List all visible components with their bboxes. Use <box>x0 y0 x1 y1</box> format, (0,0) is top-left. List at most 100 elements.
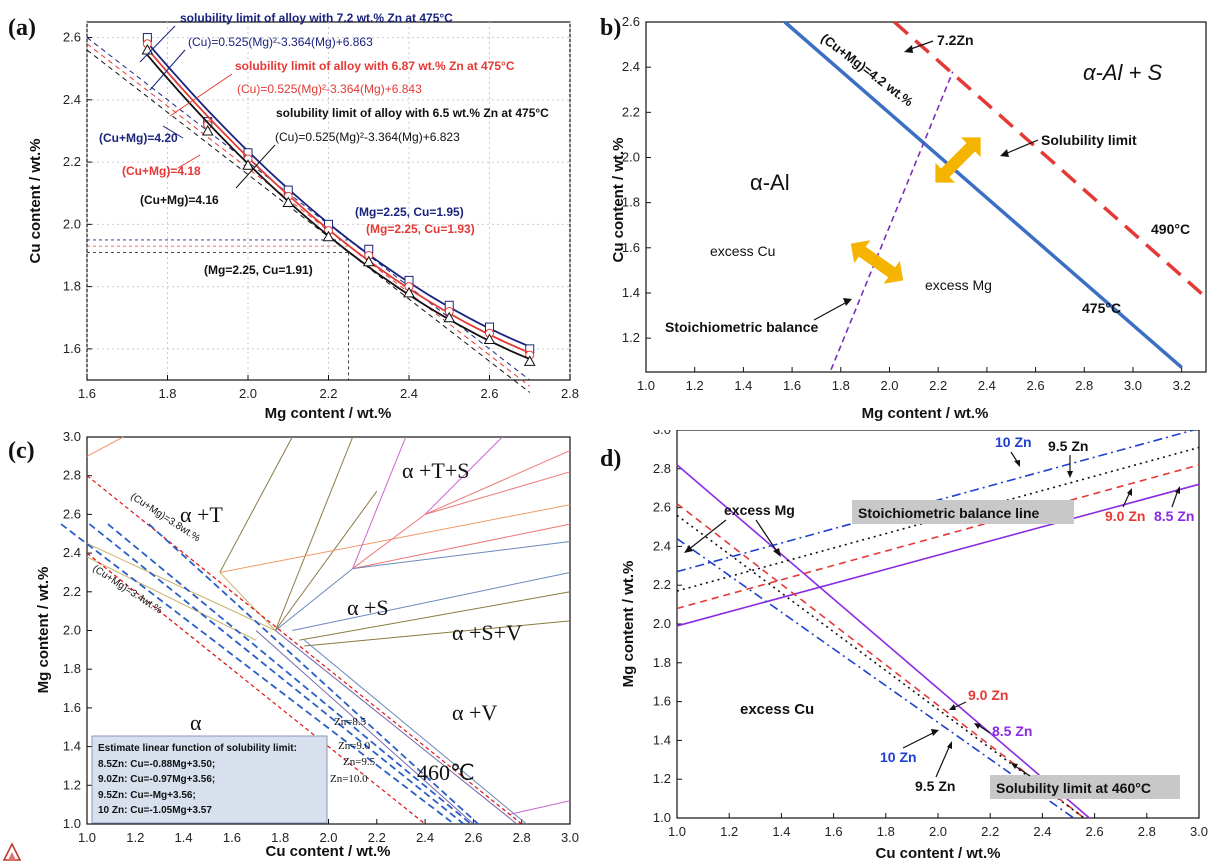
y-tick-label: 1.8 <box>653 655 671 670</box>
double-arrow-icon <box>935 137 981 183</box>
phase-boundary <box>255 630 474 825</box>
x-tick-label: 2.8 <box>1138 824 1156 839</box>
x-tick-label: 1.6 <box>783 378 801 393</box>
panel-a: (a) 1.6 1.8 2.0 2.2 2.4 2.6 2.8 1.6 1.8 2.0 2.2 2.… <box>0 0 600 430</box>
y-tick-label: 1.2 <box>63 777 81 792</box>
arrow-icon <box>813 298 852 321</box>
legend-line: 8.5Zn: Cu=-0.88Mg+3.50; <box>98 759 215 770</box>
y-ticks: 1.6 1.8 2.0 2.2 2.4 2.6 <box>63 30 92 356</box>
x-tick-label: 3.0 <box>1124 378 1142 393</box>
arrow-icon <box>1122 488 1132 508</box>
x-ticks: 1.0 1.2 1.4 1.6 1.8 2.0 2.2 2.4 2.6 2.8 3.0 3.2 <box>637 367 1191 393</box>
x-tick-label: 1.8 <box>158 386 176 401</box>
y-tick-label: 2.4 <box>63 545 81 560</box>
panel-a-label: (a) <box>8 15 36 41</box>
pointer-line <box>177 154 201 169</box>
pointer-line <box>162 125 184 139</box>
x-tick-label: 1.8 <box>271 830 289 845</box>
y-tick-label: 3.0 <box>653 430 671 437</box>
phase-boundary <box>424 450 571 515</box>
solubility-label-box <box>990 775 1180 799</box>
arrow-icon <box>755 519 781 557</box>
x-ticks: 1.0 1.2 1.4 1.6 1.8 2.0 2.2 2.4 2.6 2.8 3.0 <box>668 813 1208 839</box>
y-tick-label: 1.2 <box>653 771 671 786</box>
y-tick-label: 2.6 <box>622 14 640 29</box>
phase-boundary <box>424 471 571 515</box>
arrow-icon <box>902 729 939 749</box>
y-tick-label: 1.2 <box>622 330 640 345</box>
pointer-line <box>139 25 176 63</box>
plot-frame <box>86 21 571 381</box>
x-tick-label: 2.6 <box>480 386 498 401</box>
y-axis-label: Cu content / wt.% <box>610 138 627 263</box>
y-axis-label: Mg content / wt.% <box>35 567 52 694</box>
y-ticks: 1.2 1.4 1.6 1.8 2.0 2.2 2.4 2.6 <box>622 14 651 345</box>
y-tick-label: 2.4 <box>63 92 81 107</box>
region-alpha-al-s: α-Al + S <box>1083 60 1163 85</box>
y-tick-label: 2.0 <box>63 216 81 231</box>
phase-boundary <box>275 568 353 631</box>
phase-boundary <box>292 571 571 631</box>
stoichiometric-line <box>676 464 1200 610</box>
region-alpha: α <box>190 710 202 735</box>
solubility-line <box>676 537 1075 819</box>
legend-line: 10 Zn: Cu=-1.05Mg+3.57 <box>98 805 212 816</box>
data-point <box>242 159 254 170</box>
x-tick-label: 1.4 <box>175 830 193 845</box>
x-axis-label: Mg content / wt.% <box>265 405 392 422</box>
annotation-sum-4.20: (Cu+Mg)=4.20 <box>99 131 178 145</box>
legend-title: Estimate linear function of solubility l… <box>98 743 297 754</box>
annotation-point-1.95: (Mg=2.25, Cu=1.95) <box>355 205 464 219</box>
arrow-icon <box>684 519 727 553</box>
annotation-6.5zn-title: solubility limit of alloy with 6.5 wt.% … <box>276 106 549 120</box>
x-tick-label: 3.0 <box>1190 824 1208 839</box>
panel-d: (d) 1.0 1.2 1.4 1.6 1.8 2.0 2.2 2.4 2.6 2.8 3.0 1.… <box>600 430 1219 864</box>
phase-boundary <box>219 436 293 573</box>
annotation-sum-4.16: (Cu+Mg)=4.16 <box>140 193 219 207</box>
plot-frame <box>645 21 1207 373</box>
region-alpha-t-s: α +T+S <box>402 458 470 483</box>
x-ticks: 1.6 1.8 2.0 2.2 2.4 2.6 2.8 <box>78 375 579 401</box>
label-9.5zn-bottom: 9.5 Zn <box>915 778 955 794</box>
phase-boundary <box>86 542 276 631</box>
y-axis-label: Cu content / wt.% <box>27 139 44 264</box>
x-tick-label: 1.8 <box>877 824 895 839</box>
label-9.5zn-top: 9.5 Zn <box>1048 438 1088 454</box>
sum-line <box>86 49 531 393</box>
data-point <box>483 333 496 345</box>
x-tick-label: 2.0 <box>319 830 337 845</box>
arrow-icon <box>1011 763 1031 777</box>
solubility-line <box>148 523 479 825</box>
fit-curve <box>146 54 531 360</box>
x-tick-label: 2.6 <box>464 830 482 845</box>
y-tick-label: 2.6 <box>63 506 81 521</box>
x-tick-label: 1.2 <box>126 830 144 845</box>
y-tick-label: 2.4 <box>653 538 671 553</box>
y-tick-label: 2.2 <box>622 104 640 119</box>
x-ticks: 1.0 1.2 1.4 1.6 1.8 2.0 2.2 2.4 2.6 2.8 3.0 <box>78 819 579 845</box>
phase-boundary <box>352 436 407 569</box>
label-475c: 475°C <box>1082 300 1121 316</box>
pointer-line <box>235 144 276 189</box>
panel-b-svg: (b) 1.0 1.2 1.4 1.6 1.8 2.0 2.2 2.4 2.6 2.8 3.0 3.2… <box>600 14 1208 422</box>
label-490c: 490°C <box>1151 221 1190 237</box>
stoich-label-box <box>852 500 1074 524</box>
phase-boundary <box>86 436 124 457</box>
x-tick-label: 2.2 <box>981 824 999 839</box>
x-tick-label: 2.8 <box>561 386 579 401</box>
x-tick-label: 2.6 <box>1086 824 1104 839</box>
x-axis-label: Cu content / wt.% <box>876 845 1001 862</box>
label-8.5zn-bottom: 8.5 Zn <box>992 723 1032 739</box>
zn-label-8.5: Zn=8.5 <box>334 716 367 728</box>
annotation-point-1.93: (Mg=2.25, Cu=1.93) <box>366 222 475 236</box>
x-tick-label: 1.0 <box>637 378 655 393</box>
panel-c: (c) 1.0 1.2 1.4 1.6 1.8 2.0 2.2 2.4 2.6 2.8 3.0 1.… <box>0 430 600 864</box>
y-tick-label: 2.2 <box>63 584 81 599</box>
data-point <box>322 230 335 242</box>
x-tick-label: 1.6 <box>825 824 843 839</box>
annotation-6.87zn-eq: (Cu)=0.525(Mg)²-3.364(Mg)+6.843 <box>237 82 422 96</box>
sum-line <box>86 552 426 825</box>
x-tick-label: 1.6 <box>223 830 241 845</box>
legend-line: 9.5Zn: Cu=-Mg+3.56; <box>98 790 196 801</box>
data-point <box>523 355 536 366</box>
